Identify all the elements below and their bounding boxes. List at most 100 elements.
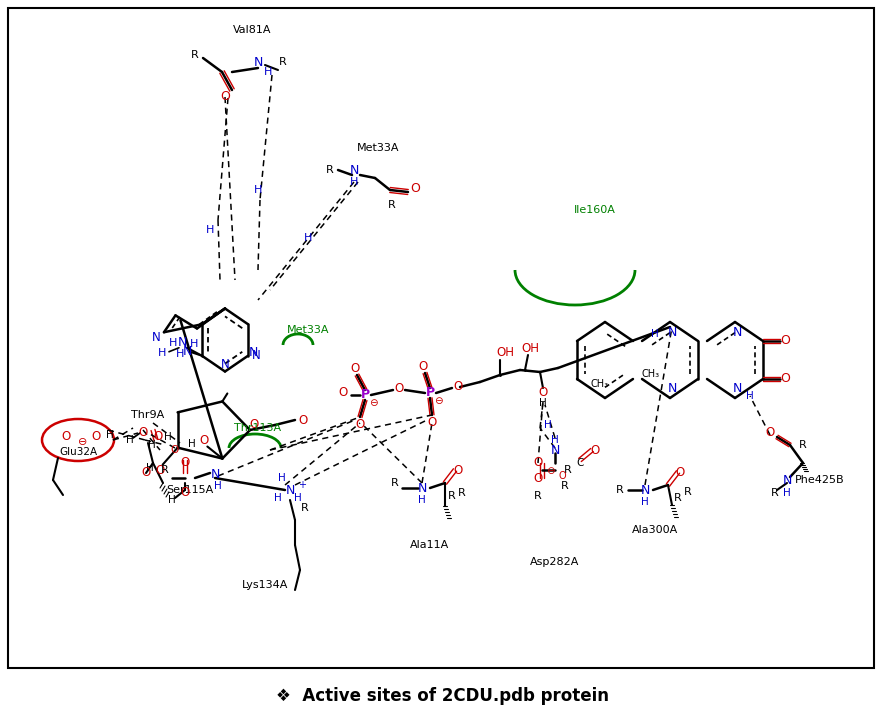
Text: O: O — [780, 372, 790, 385]
Text: R: R — [674, 493, 682, 503]
Text: ⊖: ⊖ — [546, 466, 555, 476]
Text: H: H — [189, 438, 196, 448]
Text: Ala300A: Ala300A — [632, 525, 678, 535]
Text: ❖  Active sites of 2CDU.pdb protein: ❖ Active sites of 2CDU.pdb protein — [276, 687, 610, 705]
Text: N: N — [248, 347, 258, 359]
Text: H: H — [641, 497, 649, 507]
Text: O: O — [454, 380, 462, 394]
Text: O: O — [533, 472, 542, 485]
Text: R: R — [684, 487, 692, 497]
Text: H: H — [146, 463, 153, 473]
Text: N: N — [183, 345, 191, 358]
Text: H: H — [164, 432, 172, 442]
Text: O: O — [220, 90, 230, 102]
Text: H: H — [206, 225, 214, 235]
Text: N: N — [221, 358, 229, 371]
Text: O: O — [138, 427, 148, 440]
Text: O: O — [299, 415, 307, 427]
Text: H: H — [418, 495, 426, 505]
Text: O: O — [249, 417, 259, 430]
Text: Ser115A: Ser115A — [167, 485, 214, 495]
Text: N: N — [253, 56, 262, 69]
Text: H: H — [544, 420, 552, 430]
Text: N: N — [252, 349, 260, 362]
Text: O: O — [350, 362, 360, 374]
Text: O: O — [539, 385, 548, 399]
Text: O: O — [338, 385, 347, 399]
Text: H: H — [106, 430, 114, 440]
Text: O: O — [171, 445, 179, 455]
Text: O: O — [590, 443, 600, 457]
Text: Thr9A: Thr9A — [131, 410, 165, 420]
Text: H: H — [168, 495, 176, 505]
Text: O: O — [153, 430, 163, 442]
Text: R: R — [388, 200, 396, 210]
Text: P: P — [425, 387, 434, 400]
Text: H: H — [350, 177, 358, 187]
Text: N: N — [667, 382, 677, 395]
Text: R: R — [301, 503, 309, 513]
Text: R: R — [279, 57, 287, 67]
Text: H: H — [278, 473, 286, 483]
Text: CH₃: CH₃ — [591, 379, 609, 389]
Text: O: O — [418, 359, 428, 372]
Text: N: N — [177, 337, 187, 349]
Text: O: O — [181, 457, 190, 470]
Text: O: O — [394, 382, 404, 395]
Text: O: O — [61, 430, 71, 443]
Text: R: R — [564, 465, 571, 475]
Text: OH: OH — [496, 346, 514, 359]
Text: N: N — [152, 331, 160, 344]
Text: Phe425B: Phe425B — [796, 475, 845, 485]
Text: R: R — [326, 165, 334, 175]
Text: C: C — [576, 458, 584, 468]
Text: Glu32A: Glu32A — [59, 447, 97, 457]
Text: R: R — [561, 481, 569, 491]
Text: O: O — [181, 486, 190, 500]
Text: N: N — [667, 326, 677, 339]
Text: ⊖: ⊖ — [369, 398, 377, 408]
Text: ⊖: ⊖ — [433, 396, 442, 406]
Text: H: H — [651, 329, 659, 339]
Text: OH: OH — [521, 342, 539, 354]
Text: R: R — [616, 485, 624, 495]
Text: Ala11A: Ala11A — [410, 540, 449, 550]
Text: H: H — [264, 67, 272, 77]
Text: N: N — [210, 468, 220, 481]
Text: O: O — [766, 427, 774, 440]
Text: H: H — [214, 481, 222, 491]
Text: R: R — [799, 440, 807, 450]
Text: H: H — [274, 493, 282, 503]
Text: P: P — [361, 389, 369, 402]
Text: H: H — [190, 339, 198, 349]
Text: H: H — [551, 435, 559, 445]
Text: +: + — [298, 480, 306, 490]
Text: H: H — [175, 349, 184, 359]
Text: CH₃: CH₃ — [642, 369, 660, 379]
Text: H: H — [148, 440, 156, 450]
Text: N: N — [417, 481, 427, 495]
Text: H: H — [168, 338, 177, 348]
Text: N: N — [733, 326, 742, 339]
Text: O: O — [155, 464, 164, 477]
Text: H: H — [539, 398, 547, 408]
Text: O: O — [142, 467, 151, 480]
Text: H: H — [294, 493, 302, 503]
Text: R: R — [448, 491, 456, 501]
Text: R: R — [391, 478, 399, 488]
Text: O: O — [427, 417, 437, 430]
Text: Val81A: Val81A — [233, 25, 271, 35]
Text: H: H — [746, 391, 754, 401]
Text: N: N — [782, 473, 792, 486]
Text: O: O — [558, 471, 566, 481]
Text: H: H — [158, 348, 167, 358]
Text: N: N — [550, 443, 560, 457]
Text: R: R — [534, 491, 542, 501]
Text: ⊖: ⊖ — [78, 437, 88, 447]
Text: Met33A: Met33A — [287, 325, 330, 335]
Text: N: N — [733, 382, 742, 395]
Text: H: H — [253, 185, 262, 195]
Text: Ile160A: Ile160A — [574, 205, 616, 215]
Text: H: H — [783, 488, 791, 498]
Text: Asp282A: Asp282A — [531, 557, 579, 567]
